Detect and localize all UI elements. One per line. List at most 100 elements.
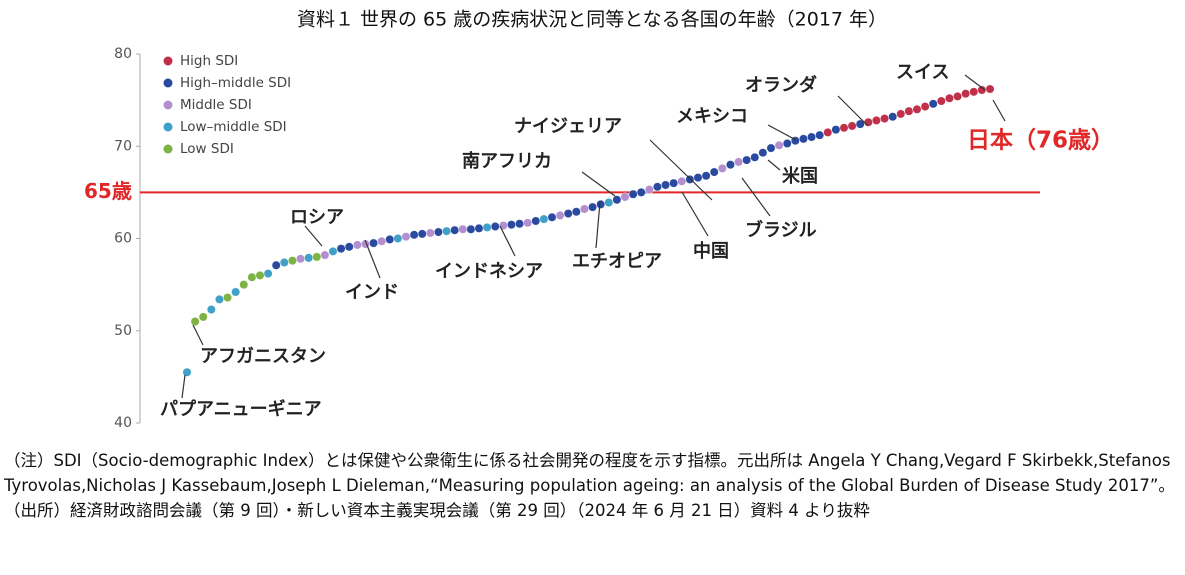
data-point	[425, 228, 435, 238]
annotation: ナイジェリア	[514, 116, 622, 137]
data-point	[774, 140, 784, 150]
annotation: 南アフリカ	[462, 150, 552, 172]
leader-line	[364, 239, 381, 279]
y-tick-label: 60	[114, 231, 132, 247]
data-point	[190, 317, 200, 326]
leader-line	[741, 177, 771, 217]
data-point	[896, 109, 906, 119]
data-point	[936, 96, 946, 106]
annotation: ブラジル	[745, 219, 817, 241]
data-point	[507, 220, 516, 230]
data-point	[872, 116, 881, 125]
y-tick-label: 50	[114, 323, 132, 339]
data-point	[969, 87, 979, 97]
data-point	[215, 294, 224, 304]
data-point	[920, 102, 930, 111]
note: （注）SDI（Socio-demographic Index）とは保健や公衆衛生…	[4, 451, 1175, 495]
data-point	[604, 198, 614, 207]
annotation: 日本（76歳）	[967, 127, 1114, 154]
data-point	[304, 253, 314, 263]
data-point	[198, 312, 208, 322]
legend-swatch	[163, 78, 173, 88]
leader-line	[304, 225, 323, 247]
data-point	[409, 230, 419, 240]
data-point	[669, 178, 679, 188]
data-point	[863, 117, 873, 127]
data-point	[961, 89, 971, 99]
data-point	[328, 247, 338, 256]
data-point	[953, 92, 962, 101]
data-point	[539, 214, 549, 224]
annotation: オランダ	[745, 74, 817, 96]
data-point	[717, 163, 727, 173]
data-point	[701, 171, 711, 181]
data-point	[231, 287, 241, 297]
data-point	[271, 260, 281, 270]
data-point	[393, 234, 403, 243]
data-point	[401, 232, 411, 242]
data-point	[490, 222, 500, 231]
data-point	[945, 93, 954, 103]
data-point	[247, 272, 257, 282]
leader-line	[964, 74, 986, 91]
data-point	[734, 157, 743, 167]
leader-line	[837, 95, 869, 127]
legend-label: High–middle SDI	[180, 75, 291, 91]
data-point	[580, 204, 589, 214]
data-point	[912, 104, 922, 114]
data-point	[344, 242, 354, 252]
annotation: 中国	[693, 240, 729, 262]
annotation: パプアニューギニア	[160, 398, 322, 420]
annotation: インド	[345, 282, 399, 303]
data-point	[263, 269, 273, 278]
data-point	[239, 280, 249, 290]
data-point	[547, 212, 557, 222]
legend-swatch	[163, 144, 173, 154]
data-point	[880, 114, 889, 123]
data-point	[823, 128, 833, 137]
data-point	[758, 148, 768, 158]
data-point	[855, 119, 865, 129]
data-point	[336, 244, 346, 254]
data-point	[369, 238, 378, 248]
annotation: エチオピア	[572, 251, 662, 272]
data-point	[807, 132, 816, 142]
notes: （注）SDI（Socio-demographic Index）とは保健や公衆衛生…	[4, 448, 1182, 523]
annotation: 米国	[782, 165, 818, 187]
data-point	[985, 84, 995, 94]
data-point	[288, 256, 297, 266]
data-point	[588, 202, 597, 212]
data-point	[555, 211, 565, 220]
legend-label: Middle SDI	[180, 97, 252, 113]
data-point	[847, 121, 857, 131]
y-tick-label: 70	[114, 138, 132, 154]
legend-label: Low–middle SDI	[180, 119, 287, 135]
leader-line	[499, 225, 516, 257]
reference-label: 65歳	[84, 179, 132, 203]
y-tick-label: 80	[114, 46, 132, 62]
leader-line	[767, 124, 797, 141]
data-point	[523, 218, 533, 228]
chart-title: 資料１ 世界の 65 歳の疾病状況と同等となる各国の年齢（2017 年）	[297, 9, 887, 31]
data-point	[531, 216, 541, 226]
legend-label: Low SDI	[180, 141, 234, 157]
legend-label: High SDI	[180, 53, 238, 69]
data-point	[904, 106, 914, 116]
data-point	[709, 167, 719, 177]
annotation: スイス	[896, 62, 949, 83]
leader-line	[595, 201, 601, 249]
data-point	[417, 229, 427, 239]
data-point	[279, 258, 289, 267]
data-point	[742, 155, 752, 165]
data-point	[223, 293, 232, 302]
data-point	[612, 195, 622, 205]
data-point	[563, 209, 573, 218]
data-point	[799, 134, 808, 144]
y-tick-label: 40	[114, 415, 132, 431]
annotation: アフガニスタン	[200, 346, 326, 367]
annotation: インドネシア	[435, 261, 543, 282]
data-point	[482, 223, 492, 232]
data-point	[442, 226, 451, 236]
data-point	[466, 224, 476, 234]
